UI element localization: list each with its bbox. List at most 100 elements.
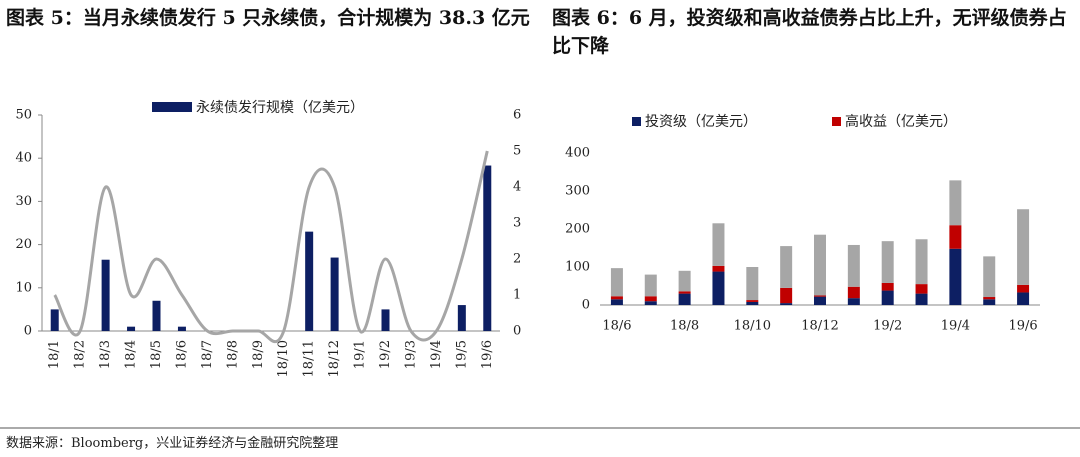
x-tick-label: 18/1 — [47, 340, 62, 369]
bar-segment — [915, 293, 928, 305]
bar-segment — [610, 268, 623, 297]
x-tick-label: 18/10 — [276, 340, 291, 377]
y-tick-label: 400 — [565, 146, 590, 161]
bar-segment — [814, 234, 826, 296]
y2-tick-label: 1 — [513, 288, 521, 303]
y-tick-label: 0 — [582, 298, 590, 313]
x-tick-label: 18/12 — [801, 319, 838, 334]
bar-segment — [881, 290, 894, 305]
y-tick-label: 10 — [15, 280, 32, 295]
bar — [483, 165, 492, 331]
x-tick-label: 19/2 — [378, 340, 393, 369]
bar-segment — [644, 301, 657, 305]
bar — [305, 231, 314, 331]
bar-segment — [814, 296, 826, 305]
x-tick-label: 18/12 — [327, 340, 342, 377]
chart-title: 图表 6：6 月，投资级和高收益债券占比上升，无评级债券占比下降 — [552, 7, 1067, 57]
bar-segment — [1017, 292, 1030, 305]
y2-tick-label: 3 — [513, 216, 521, 231]
bar-segment — [712, 265, 725, 272]
bar-segment — [1017, 209, 1030, 285]
bar-segment — [678, 270, 691, 292]
bar-segment — [780, 303, 793, 305]
y-tick-label: 50 — [15, 108, 32, 123]
legend-label: 投资级（亿美元） — [645, 114, 757, 130]
bar-segment — [746, 300, 759, 302]
y-tick-label: 40 — [15, 151, 32, 166]
x-tick-label: 18/10 — [734, 319, 771, 334]
legend-swatch — [632, 117, 641, 126]
bar-segment — [746, 267, 759, 301]
bar-segment — [746, 301, 759, 305]
bar-segment — [678, 293, 691, 305]
y-tick-label: 0 — [24, 324, 32, 339]
bar — [152, 300, 161, 331]
bar-segment — [983, 297, 996, 300]
bar-segment — [814, 295, 826, 297]
x-tick-label: 18/8 — [670, 319, 699, 334]
bar — [127, 326, 136, 331]
x-tick-label: 19/1 — [353, 340, 368, 369]
bar-segment — [610, 296, 623, 300]
y-tick-label: 20 — [15, 237, 32, 252]
x-tick-label: 18/8 — [225, 340, 240, 369]
bar-segment — [644, 296, 657, 302]
source: 数据来源：Bloomberg，兴业证券经济与金融研究院整理 — [6, 436, 339, 451]
bar-segment — [678, 291, 691, 294]
x-tick-label: 18/9 — [251, 340, 266, 369]
line — [53, 150, 489, 344]
bar-segment — [983, 299, 996, 305]
bar-segment — [644, 274, 657, 297]
bar-segment — [915, 239, 928, 285]
x-tick-label: 19/6 — [480, 340, 495, 369]
bar-segment — [1017, 284, 1030, 293]
x-tick-label: 19/4 — [429, 340, 444, 369]
x-tick-label: 19/3 — [403, 340, 418, 369]
bar-segment — [847, 286, 860, 299]
x-tick-label: 18/2 — [73, 340, 88, 369]
x-tick-label: 19/5 — [454, 340, 469, 369]
y2-tick-label: 5 — [513, 144, 521, 159]
legend-swatch — [152, 102, 192, 112]
x-tick-label: 19/6 — [1008, 319, 1037, 334]
y2-tick-label: 4 — [513, 180, 521, 195]
x-tick-label: 18/7 — [200, 340, 215, 369]
y2-tick-label: 2 — [513, 252, 521, 267]
x-tick-label: 18/6 — [602, 319, 631, 334]
legend-label: 永续债发行规模（亿美元） — [196, 99, 364, 116]
bar-segment — [949, 225, 962, 249]
y-tick-label: 300 — [565, 184, 590, 199]
bar-segment — [712, 271, 725, 305]
y2-tick-label: 6 — [513, 108, 521, 123]
bar-segment — [847, 244, 860, 287]
bar — [457, 305, 466, 331]
x-tick-label: 18/11 — [302, 340, 317, 377]
bar-segment — [915, 284, 928, 294]
bar — [330, 257, 339, 331]
y-tick-label: 200 — [565, 222, 590, 237]
bar-segment — [847, 298, 860, 305]
bar-segment — [712, 223, 725, 266]
bar — [50, 309, 59, 331]
bar — [381, 309, 390, 331]
bar-segment — [881, 282, 894, 291]
x-tick-label: 19/2 — [873, 319, 902, 334]
y2-tick-label: 0 — [513, 324, 521, 339]
chart-title: 图表 5：当月永续债发行 5 只永续债，合计规模为 38.3 亿元 — [6, 7, 530, 29]
bar-segment — [780, 246, 793, 288]
bar-segment — [983, 256, 996, 298]
x-tick-label: 18/3 — [98, 340, 113, 369]
bar-segment — [949, 248, 962, 305]
bar-segment — [881, 241, 894, 283]
bar-segment — [949, 180, 962, 226]
bar — [101, 259, 110, 331]
y-tick-label: 30 — [15, 194, 32, 209]
legend-swatch — [832, 117, 841, 126]
bar-segment — [780, 287, 793, 304]
x-tick-label: 18/5 — [149, 340, 164, 369]
y-tick-label: 100 — [565, 260, 590, 275]
x-tick-label: 18/6 — [174, 340, 189, 369]
x-tick-label: 19/4 — [941, 319, 970, 334]
